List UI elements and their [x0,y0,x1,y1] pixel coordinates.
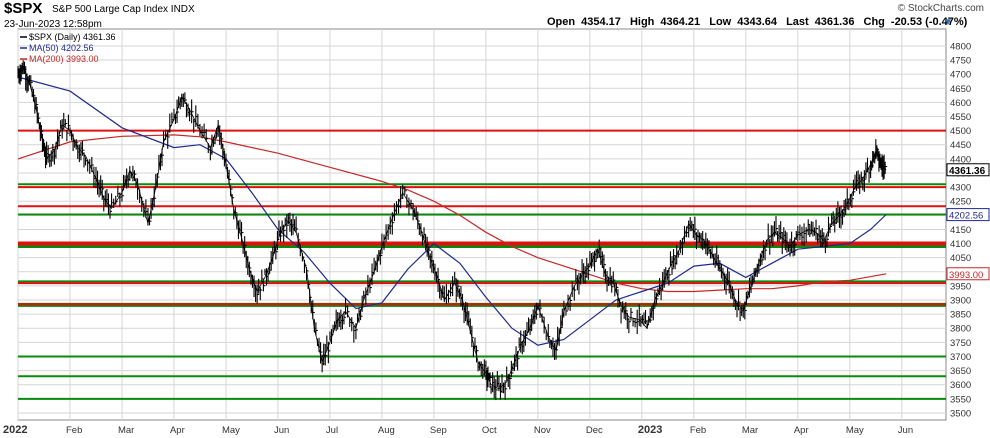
x-tick-label: Aug [378,425,395,436]
y-tick-label: 3500 [950,408,971,419]
symbol-subtitle: S&P 500 Large Cap Index INDX [52,4,195,15]
ma50-line [17,76,887,346]
legend-label: MA(50) 4202.56 [29,43,94,53]
x-tick-label: Oct [482,425,497,436]
last-value-tag [946,163,990,177]
y-tick-label: 4600 [950,98,971,109]
timestamp: 23-Jun-2023 12:58pm [4,19,102,30]
y-tick-label: 4650 [950,84,971,95]
y-tick-label: 3850 [950,310,971,321]
last-value-tag [946,267,990,281]
y-tick-label: 4250 [950,197,971,208]
last-label: Last [786,16,809,28]
x-tick-label: Jun [898,425,913,436]
x-tick-label: Apr [170,425,185,436]
x-tick-label: May [222,425,240,436]
last-value-label: 3993.00 [949,270,983,281]
y-tick-label: 3900 [950,296,971,307]
x-tick-label: Dec [586,425,603,436]
y-tick-label: 3550 [950,394,971,405]
x-tick-label: Nov [534,425,551,436]
y-tick-label: 4500 [950,126,971,137]
y-tick-label: 3750 [950,338,971,349]
x-tick-label: Jun [274,425,289,436]
y-tick-label: 3700 [950,352,971,363]
x-tick-label: Feb [690,425,706,436]
y-tick-label: 4150 [950,225,971,236]
x-tick-label: Mar [742,425,758,436]
x-tick-label: Feb [66,425,82,436]
y-tick-label: 4750 [950,56,971,67]
x-tick-label: Mar [118,425,134,436]
x-tick-label: 2022 [3,424,27,436]
chg-label: Chg [863,16,885,28]
legend-label: $SPX (Daily) 4361.36 [29,32,116,42]
low-label: Low [709,16,732,28]
y-tick-label: 4700 [950,70,971,81]
chg-value: -20.53 (-0.47%) [890,16,968,28]
legend-label: MA(200) 3993.00 [29,54,99,64]
y-tick-label: 3800 [950,324,971,335]
y-tick-label: 3600 [950,380,971,391]
chart-menu-dropdown-icon[interactable]: ▼ [943,17,953,28]
y-tick-label: 4400 [950,154,971,165]
y-tick-label: 4300 [950,183,971,194]
y-tick-label: 4050 [950,253,971,264]
symbol-title: $SPX [4,0,43,17]
y-tick-label: 3950 [950,281,971,292]
open-label: Open [547,16,576,28]
y-tick-label: 4800 [950,41,971,52]
high-value: 4364.21 [660,16,701,28]
low-value: 4343.64 [737,16,777,28]
last-value-label: 4361.36 [949,166,986,177]
y-tick-label: 4100 [950,239,971,250]
last-value-label: 4202.56 [949,211,983,222]
plot-area [17,28,947,421]
x-tick-label: Jul [326,425,338,436]
x-tick-label: 2023 [638,424,662,436]
high-label: High [629,16,655,28]
last-value: 4361.36 [814,16,855,28]
credit-text: © StockCharts.com [897,3,984,14]
x-tick-label: Sep [430,425,447,436]
x-tick-label: Apr [794,425,809,436]
quote-bar: Open 4354.17 High 4364.21 Low 4343.64 Last 4… [547,16,973,28]
price-line [17,65,887,390]
last-value-tag [946,208,990,222]
y-tick-label: 3650 [950,366,971,377]
x-tick-label: May [846,425,864,436]
y-tick-label: 4550 [950,112,971,123]
y-tick-label: 4450 [950,140,971,151]
open-value: 4354.17 [581,16,621,28]
